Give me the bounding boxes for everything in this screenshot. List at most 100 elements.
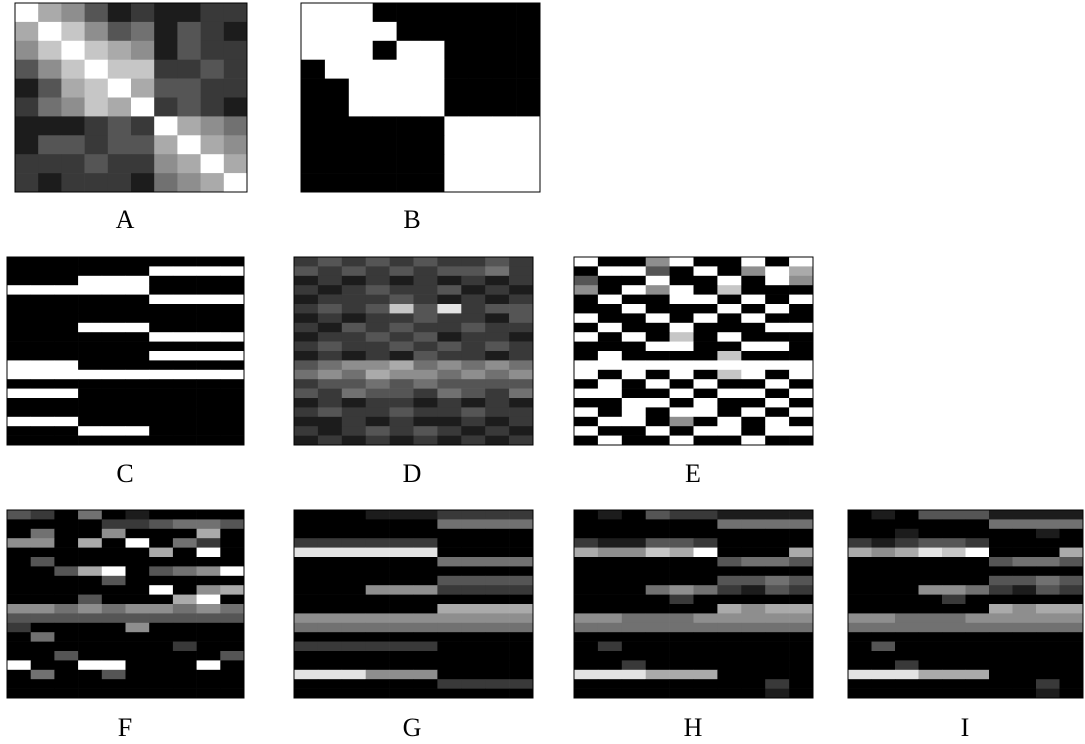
matrix-cell [30,547,55,558]
matrix-cell [741,360,766,371]
matrix-cell [317,426,343,436]
matrix-cell [200,173,225,193]
matrix-cell [196,351,221,361]
matrix-cell [7,604,31,614]
matrix-cell [125,426,150,436]
matrix-cell [223,173,248,193]
matrix-cell [789,379,814,389]
matrix-cell [220,332,245,342]
matrix-cell [717,557,742,567]
matrix-cell [848,632,872,642]
matrix-cell [765,369,790,380]
matrix-cell [324,116,350,136]
matrix-cell [220,575,245,586]
matrix-cell [294,257,319,267]
matrix-cell [468,97,493,117]
matrix-cell [965,669,990,680]
matrix-cell [324,97,350,117]
matrix-cell [389,416,414,427]
matrix-cell [125,510,150,520]
matrix-cell [149,426,174,436]
matrix-cell [942,557,966,567]
matrix-cell [895,604,919,614]
matrix-cell [485,332,510,342]
matrix-cell [789,632,814,642]
matrix-cell [317,416,343,427]
matrix-cell [789,679,814,689]
matrix-cell [789,294,814,305]
matrix-cell [669,332,694,342]
matrix-cell [965,566,990,577]
matrix-cell [294,604,319,614]
panel-frame [847,509,1084,699]
matrix-cell [965,679,990,689]
matrix-cell [413,407,438,418]
matrix-cell [509,341,534,352]
matrix-cell [196,547,221,558]
matrix-cell [509,360,534,371]
matrix-cell [294,528,319,539]
matrix-cell [717,351,742,361]
matrix-cell [196,538,221,548]
matrix-cell [125,528,150,539]
matrix-cell [669,313,694,324]
matrix-cell [461,426,486,436]
matrix-cell [741,332,766,342]
matrix-cell [645,641,670,652]
matrix-cell [693,538,718,548]
matrix-cell [78,275,103,286]
matrix-cell [461,669,486,680]
matrix-cell [396,3,421,23]
matrix-cell [693,398,718,408]
matrix-cell [437,679,462,689]
matrix-cell [341,322,366,333]
matrix-cell [413,379,438,389]
matrix-cell [177,21,201,42]
matrix-cell [437,632,462,642]
matrix-cell [848,679,872,689]
matrix-cell [413,294,438,305]
matrix-cell [741,341,766,352]
matrix-cell [149,660,174,671]
matrix-cell [669,304,694,314]
matrix-cell [341,379,366,389]
matrix-cell [717,538,742,548]
matrix-cell [101,257,126,267]
matrix-cell [645,632,670,642]
matrix-cell [101,407,126,418]
matrix-cell [485,388,510,399]
matrix-cell [989,594,1013,605]
matrix-cell [669,594,694,605]
matrix-cell [84,3,109,23]
matrix-cell [125,360,150,371]
matrix-cell [317,613,343,624]
matrix-cell [101,632,126,642]
matrix-cell [437,566,462,577]
matrix-cell [78,651,103,661]
matrix-cell [196,360,221,371]
matrix-cell [413,388,438,399]
matrix-cell [365,641,390,652]
matrix-cell [461,679,486,689]
matrix-cell [413,547,438,558]
matrix-cell [149,510,174,520]
matrix-cell [669,379,694,389]
matrix-cell [437,332,462,342]
matrix-cell [461,519,486,530]
panel-label: D [403,459,422,488]
matrix-cell [154,40,178,60]
matrix-cell [789,266,814,277]
matrix-cell [7,322,31,333]
matrix-cell [389,679,414,689]
matrix-cell [437,266,462,277]
matrix-cell [437,313,462,324]
matrix-cell [107,40,132,60]
matrix-cell [461,285,486,295]
matrix-cell [220,679,245,689]
matrix-cell [765,285,790,295]
matrix-cell [220,360,245,371]
matrix-cell [765,622,790,633]
matrix-cell [131,173,155,193]
matrix-cell [741,641,766,652]
matrix-cell [741,585,766,595]
